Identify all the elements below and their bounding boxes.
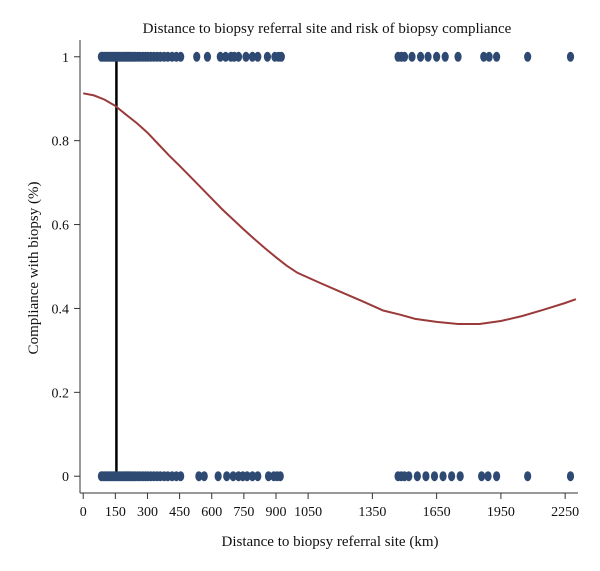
point-noncompliant — [248, 471, 257, 482]
point-compliant — [400, 51, 409, 62]
point-compliant — [193, 51, 201, 62]
point-compliant — [216, 51, 224, 62]
x-tick-label: 750 — [233, 505, 254, 520]
x-axis-ticks: 0 150 300 450 600 750 900 1050 1350 1650 1950 2250 — [80, 493, 579, 520]
x-tick-label: 2250 — [551, 505, 579, 520]
x-axis-label: Distance to biopsy referral site (km) — [221, 534, 438, 550]
point-noncompliant — [456, 471, 464, 482]
point-compliant — [277, 51, 285, 62]
point-noncompliant — [405, 471, 413, 482]
x-tick-label: 600 — [201, 505, 222, 520]
x-tick-label: 300 — [137, 505, 158, 520]
point-noncompliant — [243, 471, 251, 482]
point-compliant — [524, 51, 532, 62]
point-compliant — [254, 51, 262, 62]
point-noncompliant — [229, 471, 237, 482]
point-compliant — [242, 51, 250, 62]
point-compliant — [566, 51, 575, 62]
point-noncompliant — [566, 471, 575, 482]
point-noncompliant — [214, 471, 222, 482]
x-tick-label: 1950 — [487, 505, 515, 520]
point-compliant — [485, 51, 493, 62]
point-compliant — [177, 51, 185, 62]
point-noncompliant — [493, 471, 501, 482]
point-compliant — [480, 51, 488, 62]
point-noncompliant — [254, 471, 262, 482]
y-axis-ticks: 0 0.2 0.4 0.6 0.8 1 — [52, 51, 80, 485]
point-noncompliant — [422, 471, 430, 482]
point-compliant — [454, 51, 462, 62]
point-noncompliant — [430, 471, 439, 482]
point-noncompliant — [195, 471, 203, 482]
point-noncompliant — [439, 471, 447, 482]
x-tick-label: 900 — [265, 505, 286, 520]
lowess-curve — [83, 92, 577, 325]
x-tick-label: 1650 — [423, 505, 451, 520]
point-compliant — [408, 51, 416, 62]
point-compliant — [222, 51, 230, 62]
point-noncompliant — [276, 471, 284, 482]
y-tick-label: 1 — [62, 51, 69, 66]
curve-layer — [83, 92, 577, 325]
x-tick-label: 0 — [80, 505, 87, 520]
y-tick-label: 0.6 — [52, 219, 70, 234]
point-compliant — [441, 51, 449, 62]
point-noncompliant — [478, 471, 486, 482]
point-noncompliant — [200, 471, 208, 482]
point-noncompliant — [524, 471, 532, 482]
point-noncompliant — [413, 471, 421, 482]
point-noncompliant — [177, 471, 185, 482]
point-compliant — [203, 51, 212, 62]
point-compliant — [416, 51, 425, 62]
y-axis-label: Compliance with biopsy (%) — [26, 182, 42, 355]
y-tick-label: 0.2 — [52, 386, 70, 401]
point-compliant — [493, 51, 501, 62]
chart-title: Distance to biopsy referral site and ris… — [143, 21, 512, 37]
y-tick-label: 0.8 — [52, 135, 70, 150]
y-tick-label: 0.4 — [52, 302, 70, 317]
point-compliant — [263, 51, 272, 62]
point-noncompliant — [264, 471, 273, 482]
y-tick-label: 0 — [62, 470, 69, 485]
points-layer — [97, 51, 575, 482]
point-compliant — [433, 51, 441, 62]
point-compliant — [424, 51, 432, 62]
point-compliant — [248, 51, 257, 62]
x-tick-label: 150 — [105, 505, 126, 520]
point-compliant — [234, 51, 243, 62]
point-noncompliant — [484, 471, 492, 482]
x-tick-label: 450 — [169, 505, 190, 520]
x-tick-label: 1050 — [294, 505, 322, 520]
point-noncompliant — [223, 471, 231, 482]
x-tick-label: 1350 — [358, 505, 386, 520]
point-noncompliant — [448, 471, 456, 482]
